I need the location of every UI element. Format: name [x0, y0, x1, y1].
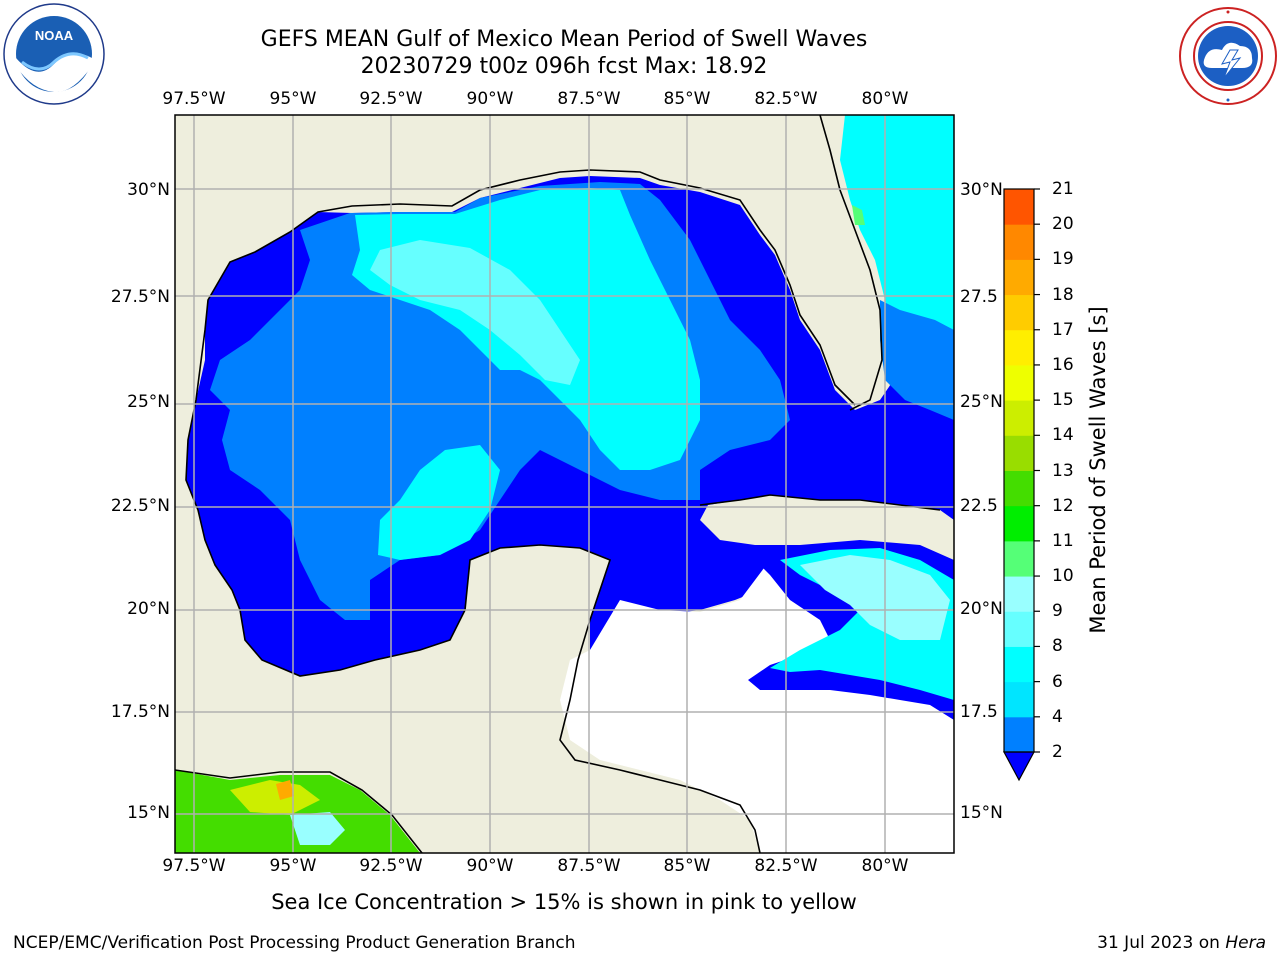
colorbar-tick-label: 21 — [1052, 179, 1074, 199]
lat-label-right: 15°N — [960, 803, 1003, 823]
map-frame — [174, 114, 955, 854]
colorbar-under-arrow — [1002, 751, 1036, 782]
lon-label-top: 97.5°W — [162, 89, 226, 109]
lat-label-left: 30°N — [127, 180, 170, 200]
atlantic-swell-green — [852, 205, 865, 225]
colorbar-tick-label: 17 — [1052, 319, 1074, 340]
lat-label-right: 25°N — [960, 392, 1003, 412]
coastline-florida — [819, 115, 883, 411]
lon-label-top: 82.5°W — [754, 89, 818, 109]
colorbar-segment — [1004, 540, 1034, 577]
colorbar-segment — [1004, 259, 1034, 296]
colorbar-segment — [1004, 681, 1034, 718]
swell-contour-yucatan — [378, 445, 500, 560]
lon-label-top: 92.5°W — [359, 89, 423, 109]
caribbean-swell-light — [800, 555, 950, 640]
pacific-swell-orange — [276, 780, 294, 800]
lat-label-right: 17.5 — [960, 702, 998, 722]
lat-label-right: 22.5 — [960, 496, 998, 516]
colorbar-tick-label: 13 — [1052, 460, 1074, 481]
noaa-logo: NOAA — [3, 3, 105, 105]
colorbar-tick-label: 15 — [1052, 390, 1074, 411]
svg-text:NOAA: NOAA — [35, 28, 74, 43]
footer-branch: NCEP/EMC/Verification Post Processing Pr… — [13, 933, 576, 953]
colorbar-segment — [1004, 505, 1034, 542]
lat-label-right: 20°N — [960, 599, 1003, 619]
lon-label-bottom: 82.5°W — [754, 856, 818, 876]
swell-contour-6to8 — [370, 240, 580, 385]
lat-label-left: 15°N — [127, 803, 170, 823]
lat-label-right: 27.5 — [960, 287, 998, 307]
colorbar-tick-label: 9 — [1052, 601, 1063, 622]
colorbar-segment — [1004, 294, 1034, 331]
footer-date-text: 31 Jul 2023 on — [1097, 933, 1226, 953]
lat-label-left: 17.5°N — [110, 702, 170, 722]
lon-label-bottom: 92.5°W — [359, 856, 423, 876]
lat-label-left: 20°N — [127, 599, 170, 619]
lon-label-top: 85°W — [663, 89, 711, 109]
colorbar-tick-label: 11 — [1052, 530, 1074, 551]
colorbar-tick-label: 10 — [1052, 566, 1074, 587]
coastline-mexico — [185, 329, 761, 853]
colorbar-segment — [1004, 224, 1034, 260]
chart-subtitle: 20230729 t00z 096h fcst Max: 18.92 — [360, 54, 768, 79]
pacific-swell-yellow — [230, 780, 320, 815]
chart-title: GEFS MEAN Gulf of Mexico Mean Period of … — [260, 27, 868, 52]
colorbar-tick-label: 19 — [1052, 249, 1074, 270]
lon-label-bottom: 85°W — [663, 856, 711, 876]
lat-label-right: 30°N — [960, 180, 1003, 200]
atlantic-water — [840, 115, 954, 355]
lon-label-top: 80°W — [861, 89, 909, 109]
colorbar-tick-label: 8 — [1052, 636, 1063, 657]
atlantic-swell-blue — [880, 300, 954, 420]
colorbar-segment — [1004, 435, 1034, 471]
colorbar-tick-label: 16 — [1052, 354, 1074, 375]
lon-label-top: 95°W — [269, 89, 317, 109]
gridlines — [175, 115, 954, 853]
colorbar-segment — [1004, 189, 1034, 225]
colorbar-segment — [1004, 470, 1034, 507]
lat-label-left: 27.5°N — [110, 287, 170, 307]
colorbar-segment — [1004, 400, 1034, 436]
coastline — [204, 169, 856, 406]
pacific-swell-cyan — [290, 812, 345, 845]
coastline-pacific — [175, 769, 423, 853]
colorbar-segment — [1004, 329, 1034, 366]
lon-label-top: 90°W — [466, 89, 514, 109]
colorbar-segment — [1004, 716, 1034, 753]
colorbar-tick-label: 20 — [1052, 214, 1074, 235]
lon-label-bottom: 87.5°W — [557, 856, 621, 876]
colorbar-tick-label: 18 — [1052, 284, 1074, 305]
colorbar-tick-label: 4 — [1052, 706, 1063, 727]
footer-date: 31 Jul 2023 on Hera — [1097, 933, 1266, 953]
lat-label-left: 22.5°N — [110, 496, 170, 516]
colorbar-segment — [1004, 364, 1034, 401]
sea-ice-note: Sea Ice Concentration > 15% is shown in … — [271, 890, 857, 914]
lon-label-bottom: 95°W — [269, 856, 317, 876]
colorbar-segment — [1004, 611, 1034, 647]
coastline-cuba — [699, 494, 941, 511]
lon-label-top: 87.5°W — [557, 89, 621, 109]
colorbar-title: Mean Period of Swell Waves [s] — [1086, 306, 1110, 634]
lon-label-bottom: 97.5°W — [162, 856, 226, 876]
lat-label-left: 25°N — [127, 392, 170, 412]
footer-host: Hera — [1225, 933, 1266, 953]
colorbar-tick-label: 2 — [1052, 742, 1063, 762]
nws-logo — [1179, 7, 1277, 105]
colorbar-tick-label: 6 — [1052, 671, 1063, 692]
colorbar-tick-label: 12 — [1052, 495, 1074, 516]
colorbar-tick-label: 14 — [1052, 425, 1074, 446]
colorbar-segment — [1004, 646, 1034, 683]
colorbar-segment — [1004, 576, 1034, 612]
lon-label-bottom: 90°W — [466, 856, 514, 876]
lon-label-bottom: 80°W — [861, 856, 909, 876]
